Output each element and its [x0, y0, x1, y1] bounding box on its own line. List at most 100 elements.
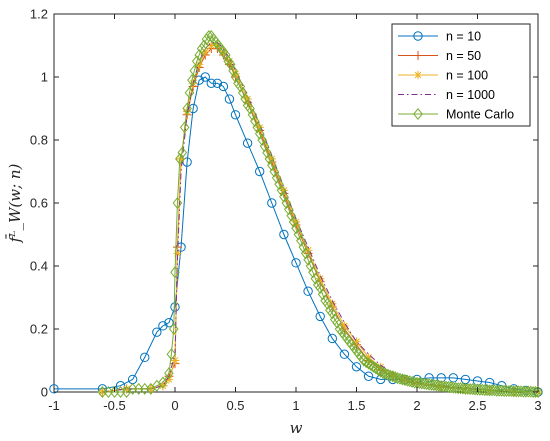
data-point [259, 140, 270, 153]
data-point [224, 94, 235, 104]
x-tick-label: -1 [48, 398, 60, 413]
data-point [158, 376, 168, 389]
data-point [230, 110, 241, 120]
data-point [351, 362, 362, 372]
y-tick-label: 0.6 [30, 196, 48, 211]
data-point [288, 215, 299, 228]
data-point [189, 64, 200, 77]
data-point [316, 274, 325, 283]
y-tick-label: 1 [41, 70, 48, 85]
data-point [363, 371, 374, 381]
data-point [528, 385, 538, 399]
data-point [310, 272, 321, 285]
data-point [300, 247, 311, 260]
data-point [375, 365, 386, 378]
data-point [207, 41, 216, 50]
x-tick-label: 0.5 [226, 398, 244, 413]
data-point [140, 352, 150, 363]
data-point [228, 64, 238, 77]
data-point [255, 123, 264, 132]
legend-label: n = 50 [446, 49, 481, 63]
data-point [195, 60, 204, 69]
data-point [184, 86, 195, 99]
data-point [363, 357, 374, 370]
data-point [380, 367, 391, 380]
data-point [340, 321, 349, 331]
data-point [240, 93, 250, 106]
data-point [158, 381, 168, 390]
x-tick-label: 2 [413, 398, 420, 413]
data-point [315, 311, 325, 322]
data-point [279, 186, 289, 195]
data-point [339, 349, 350, 359]
data-point [413, 70, 423, 80]
data-point [413, 107, 423, 121]
data-point [315, 282, 326, 295]
y-tick-label: 0.4 [30, 259, 48, 274]
data-point [358, 354, 369, 367]
data-point [352, 337, 361, 346]
x-axis-label: w [290, 419, 303, 437]
y-tick-label: 0 [41, 385, 48, 400]
x-tick-label: 2.5 [468, 398, 486, 413]
data-point [221, 48, 231, 61]
data-point [279, 190, 289, 203]
data-point [237, 86, 248, 99]
data-point [281, 196, 292, 210]
data-point [196, 42, 207, 55]
data-point [291, 222, 301, 235]
data-point [257, 133, 267, 147]
data-point [332, 316, 342, 329]
data-point [279, 229, 289, 240]
data-point [508, 385, 519, 398]
data-point [269, 165, 280, 178]
legend-label: n = 1000 [446, 88, 495, 102]
x-tick-label: 3 [534, 398, 541, 413]
data-point [168, 322, 179, 336]
data-point [218, 81, 229, 92]
legend-label: n = 10 [446, 30, 481, 44]
x-tick-label: 0 [171, 398, 178, 413]
data-point [187, 74, 197, 87]
data-point [176, 154, 186, 164]
data-point [371, 362, 381, 375]
data-point [518, 385, 529, 398]
data-point [212, 78, 223, 89]
data-point [242, 138, 253, 148]
data-point [533, 385, 543, 399]
series-layer [49, 30, 543, 399]
data-point [276, 184, 287, 197]
data-point [230, 70, 241, 84]
data-point [170, 356, 180, 365]
data-point [250, 115, 260, 128]
ticks-layer: -1 -0.5 0 0.5 1 1.5 2 2.5 3 0 0.2 0.4 0.6 0.8 1 1.2 [30, 7, 542, 414]
data-point [182, 102, 192, 115]
legend-item: n = 10 [398, 30, 481, 44]
data-point [501, 385, 512, 398]
data-point [204, 30, 214, 43]
data-point [245, 102, 255, 115]
data-point [305, 259, 316, 273]
data-point [303, 253, 313, 266]
data-point [472, 376, 483, 386]
legend: n = 10 n = 50 n = 100 n = 1000 Monte Carlo [391, 23, 531, 127]
data-point [200, 72, 210, 82]
data-point [122, 384, 131, 394]
data-point [328, 299, 337, 308]
data-point [225, 58, 236, 71]
data-point [264, 152, 275, 165]
data-point [413, 31, 423, 41]
data-point [368, 360, 379, 373]
data-point [166, 348, 177, 361]
data-point [170, 266, 180, 279]
y-tick-label: 0.2 [30, 322, 48, 337]
data-point [170, 302, 180, 312]
data-point [322, 297, 333, 310]
data-point [267, 198, 277, 208]
data-point [364, 353, 373, 362]
data-point [177, 146, 188, 159]
legend-label: n = 100 [446, 69, 488, 83]
data-point [49, 384, 59, 394]
data-point [267, 154, 276, 164]
